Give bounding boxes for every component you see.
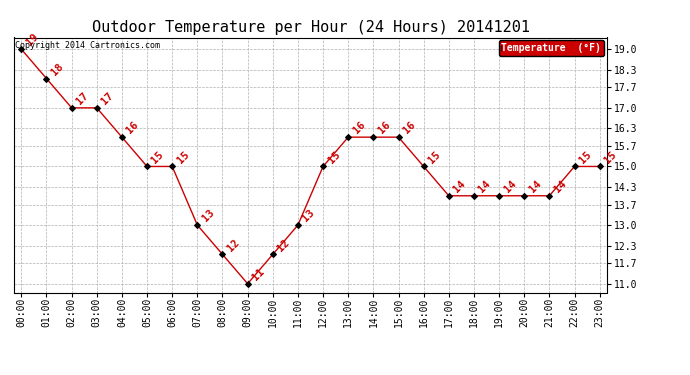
Text: 14: 14	[502, 178, 518, 194]
Point	[192, 222, 203, 228]
Text: 14: 14	[527, 178, 543, 194]
Text: 15: 15	[175, 149, 191, 165]
Point	[368, 134, 379, 140]
Text: 15: 15	[150, 149, 166, 165]
Text: 11: 11	[250, 266, 266, 282]
Text: 14: 14	[477, 178, 493, 194]
Legend: Temperature  (°F): Temperature (°F)	[499, 40, 604, 56]
Point	[519, 193, 530, 199]
Point	[443, 193, 454, 199]
Point	[91, 105, 102, 111]
Point	[493, 193, 504, 199]
Title: Outdoor Temperature per Hour (24 Hours) 20141201: Outdoor Temperature per Hour (24 Hours) …	[92, 20, 529, 35]
Point	[594, 164, 605, 170]
Text: 12: 12	[225, 237, 241, 253]
Point	[343, 134, 354, 140]
Text: 17: 17	[99, 90, 115, 106]
Text: 16: 16	[351, 120, 367, 136]
Point	[317, 164, 328, 170]
Point	[167, 164, 178, 170]
Point	[393, 134, 404, 140]
Text: 19: 19	[24, 32, 40, 48]
Text: 15: 15	[326, 149, 342, 165]
Text: 16: 16	[376, 120, 392, 136]
Point	[418, 164, 429, 170]
Point	[66, 105, 77, 111]
Text: 15: 15	[578, 149, 593, 165]
Text: 14: 14	[451, 178, 468, 194]
Text: 13: 13	[301, 208, 317, 224]
Point	[242, 281, 253, 287]
Point	[293, 222, 304, 228]
Text: 14: 14	[552, 178, 568, 194]
Text: 15: 15	[602, 149, 618, 165]
Text: 17: 17	[75, 90, 90, 106]
Text: 12: 12	[275, 237, 291, 253]
Point	[469, 193, 480, 199]
Text: 16: 16	[125, 120, 141, 136]
Point	[217, 251, 228, 257]
Point	[117, 134, 128, 140]
Point	[267, 251, 278, 257]
Text: Copyright 2014 Cartronics.com: Copyright 2014 Cartronics.com	[15, 41, 160, 50]
Text: 13: 13	[200, 208, 216, 224]
Point	[16, 46, 27, 52]
Point	[141, 164, 152, 170]
Point	[544, 193, 555, 199]
Point	[569, 164, 580, 170]
Point	[41, 75, 52, 81]
Text: 16: 16	[402, 120, 417, 136]
Text: 18: 18	[49, 61, 65, 77]
Text: 15: 15	[426, 149, 442, 165]
